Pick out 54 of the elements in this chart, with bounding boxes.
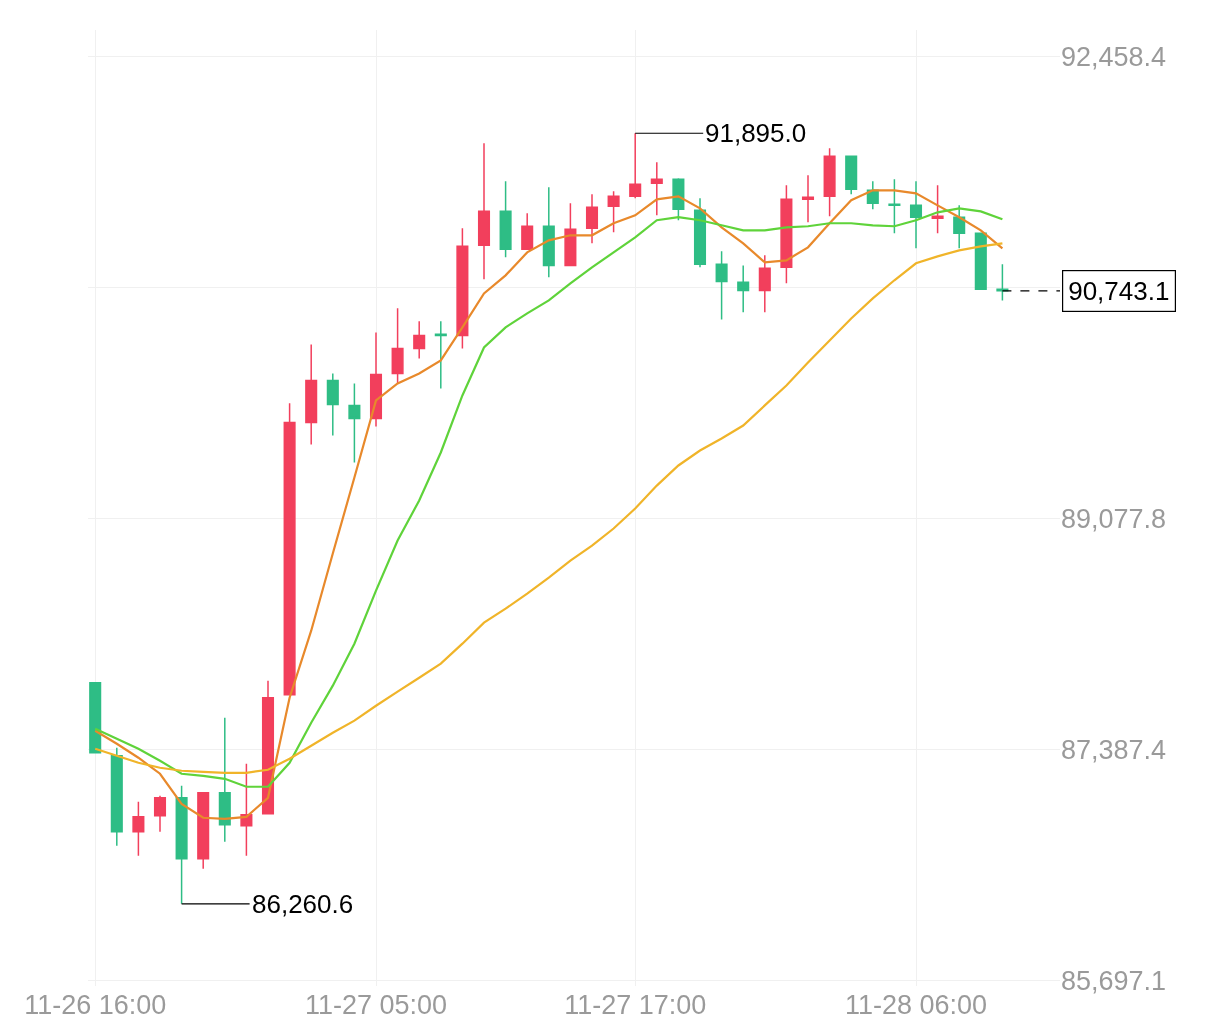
candlestick <box>845 155 858 196</box>
candlestick <box>801 174 815 224</box>
candlestick <box>974 232 987 291</box>
candlestick <box>261 679 275 815</box>
candlestick <box>197 792 210 870</box>
candlestick <box>521 212 534 250</box>
candlestick <box>737 264 750 314</box>
candlestick <box>715 250 728 321</box>
candlestick <box>564 202 577 267</box>
y-tick-label: 87,387.4 <box>1061 735 1167 766</box>
candlestick <box>175 785 188 905</box>
candlestick <box>456 227 469 350</box>
y-tick-label: 92,458.4 <box>1061 41 1167 72</box>
candlestick <box>693 197 707 269</box>
candlestick <box>283 402 296 696</box>
x-tick-label: 11-26 16:00 <box>24 990 167 1020</box>
candlestick <box>866 180 879 211</box>
candlestick <box>996 263 1009 302</box>
candlestick <box>931 184 944 234</box>
candlestick <box>369 331 383 428</box>
candlestick <box>89 681 102 754</box>
candlestick <box>132 801 145 857</box>
candlestick <box>477 142 491 281</box>
candlestick <box>153 795 167 833</box>
x-tick-label: 11-27 17:00 <box>564 990 707 1020</box>
annotation: 86,260.6 <box>252 889 354 919</box>
candlestick <box>110 747 123 847</box>
candlestick <box>758 254 771 314</box>
candlestick <box>953 204 966 250</box>
ref-line-label: 90,743.1 <box>1068 276 1170 307</box>
candlestick <box>305 343 318 446</box>
y-tick-label: 89,077.8 <box>1061 504 1167 535</box>
candlestick <box>218 716 231 843</box>
candlestick <box>348 382 361 464</box>
candlestick <box>629 132 642 199</box>
candlestick <box>909 180 923 250</box>
candlestick <box>413 320 426 360</box>
candlestick <box>391 307 404 385</box>
candlestick <box>780 184 793 285</box>
annotation: 91,895.0 <box>705 118 807 148</box>
x-tick-label: 11-27 05:00 <box>304 990 448 1020</box>
x-tick-label: 11-28 06:00 <box>844 990 988 1020</box>
candlestick <box>607 190 620 234</box>
candlestick <box>672 177 685 221</box>
y-tick-label: 85,697.1 <box>1061 966 1167 997</box>
candlestick <box>823 147 836 218</box>
candlestick <box>499 180 512 259</box>
candlestick <box>542 186 555 279</box>
candlestick <box>240 763 253 857</box>
candlestick <box>585 193 599 245</box>
candlestick <box>326 372 339 437</box>
candlestick <box>434 320 447 390</box>
candlestick <box>888 178 901 234</box>
candlestick <box>650 161 663 217</box>
